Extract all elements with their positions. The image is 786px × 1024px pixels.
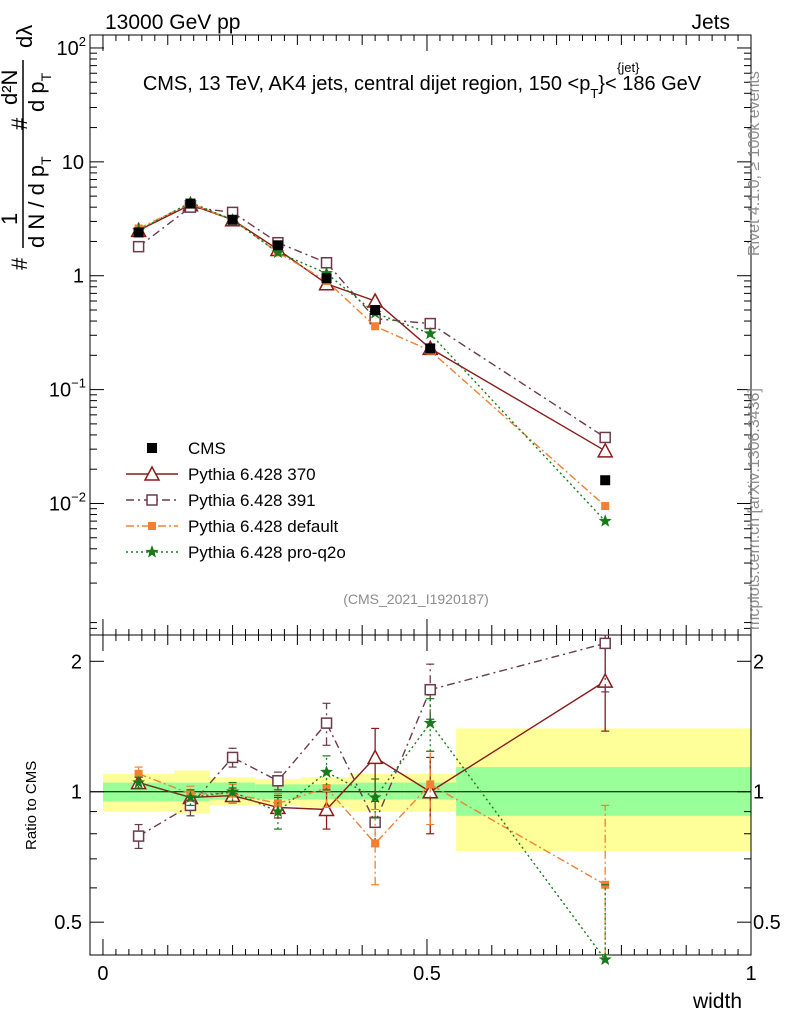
ratio-panel: 0 0.5 1 0.5 0.5 1 1 2 2 [54, 634, 781, 985]
series-2-ratio-point [426, 780, 435, 789]
plot-title: CMS, 13 TeV, AK4 jets, central dijet reg… [143, 73, 702, 101]
series-1-ratio-point [132, 830, 145, 842]
series-3-ratio-point [319, 765, 334, 778]
series-1-ratio-point [226, 751, 239, 764]
series-0-main-point [596, 442, 614, 458]
ylabel-d2n: d²N [0, 70, 22, 105]
legend-marker [146, 494, 158, 506]
main-y-label: # 1 d N / d pT # d²N d pT dλ [0, 25, 54, 270]
series-0-main-line [138, 203, 606, 452]
legend-label: CMS [188, 439, 226, 458]
series-0-ratio-point [366, 748, 384, 765]
side-label-rivet: Rivet 4.1.0, ≥ 100k events [746, 71, 763, 256]
series-0-ratio-point [318, 800, 335, 817]
series-3-main-point [598, 514, 612, 527]
cms-data-point [425, 343, 436, 354]
series-3-ratio-point [598, 952, 612, 966]
series-3-main-line [138, 201, 606, 522]
ratio-ytick-label: 0.5 [54, 912, 82, 934]
ratio-y-label: Ratio to CMS [23, 761, 40, 850]
ylabel-hash2: # [7, 117, 32, 130]
series-2-main-point [601, 502, 610, 511]
legend: CMS Pythia 6.428 370 Pythia 6.428 391 Pythi… [126, 439, 346, 562]
plot-title-sup: {jet} [617, 60, 640, 75]
main-panel: 102 10 1 10−1 10−2 [49, 34, 752, 636]
cms-data-point [227, 214, 238, 225]
side-label-mcplots: mcplots.cern.ch [arXiv:1306.3436] [746, 388, 763, 630]
legend-marker [147, 443, 157, 453]
ylabel-dn-dpt: d N / d pT [24, 156, 54, 248]
cms-data-point [133, 227, 144, 238]
cms-data-point [321, 273, 332, 284]
cms-data-point [185, 198, 196, 209]
legend-label: Pythia 6.428 391 [188, 491, 316, 510]
legend-marker [148, 522, 156, 530]
main-ytick-label: 102 [57, 34, 86, 60]
series-1-main-line [138, 206, 606, 439]
cms-data-point [272, 240, 283, 251]
ratio-ytick-label-right: 0.5 [753, 912, 781, 934]
series-1-ratio-point [320, 717, 333, 729]
main-ytick-label: 1 [73, 266, 84, 288]
series-2-ratio-point [134, 769, 143, 778]
series-3-ratio-point [368, 790, 382, 803]
header-category: Jets [691, 11, 730, 34]
series-3-main-point [271, 245, 285, 259]
legend-label: Pythia 6.428 default [188, 517, 339, 536]
x-tick-label: 0 [97, 963, 108, 985]
series-3-ratio-point [271, 804, 285, 818]
series-1-ratio-point [424, 683, 436, 696]
main-ytick-label: 10 [62, 152, 84, 174]
cms-data-point [370, 305, 381, 316]
ratio-ytick-label: 2 [71, 651, 82, 673]
series-1-main-point [599, 431, 611, 444]
x-axis-label: width [692, 990, 742, 1013]
main-ytick-label: 10−2 [49, 489, 86, 515]
ratio-plot-frame [89, 634, 752, 956]
series-2-ratio-point [371, 839, 380, 848]
legend-marker [145, 545, 159, 558]
main-ytick-label: 10−1 [49, 376, 86, 402]
ylabel-one: 1 [0, 213, 22, 225]
series-1-main-point [132, 240, 145, 253]
ylabel-dpt: d pT [24, 72, 54, 112]
plot-title-sub: T [590, 86, 598, 101]
series-3-main-point [423, 326, 437, 340]
x-tick-label: 0.5 [413, 963, 441, 985]
analysis-id: (CMS_2021_I1920187) [343, 591, 489, 607]
series-3-ratio-point [423, 716, 437, 729]
ratio-ytick-label: 1 [71, 782, 82, 804]
series-3-ratio-line [138, 721, 606, 960]
cms-data-point [600, 475, 611, 486]
ylabel-hash1: # [7, 257, 32, 270]
series-3-ratio-point [183, 790, 198, 803]
series-3-ratio-point [132, 775, 146, 789]
header-collision: 13000 GeV pp [105, 11, 240, 34]
ratio-ytick-label-right: 2 [753, 651, 764, 673]
series-3-ratio-point [226, 784, 240, 798]
series-1-ratio-line [138, 642, 606, 837]
plot-title-tail: }< 186 GeV [598, 73, 702, 95]
series-2-main-line [138, 202, 606, 507]
series-1-ratio-point [599, 637, 611, 650]
ylabel-dlambda: dλ [12, 25, 37, 48]
legend-label: Pythia 6.428 370 [188, 465, 316, 484]
series-2-main-point [371, 322, 380, 331]
series-1-main-point [320, 257, 333, 269]
x-tick-label: 1 [745, 963, 756, 985]
series-1-ratio-point [272, 775, 284, 787]
plot-title-main: CMS, 13 TeV, AK4 jets, central dijet reg… [143, 73, 591, 95]
legend-label: Pythia 6.428 pro-q2o [188, 543, 346, 562]
legend-marker [143, 465, 161, 481]
ratio-ytick-label-right: 1 [753, 782, 764, 804]
